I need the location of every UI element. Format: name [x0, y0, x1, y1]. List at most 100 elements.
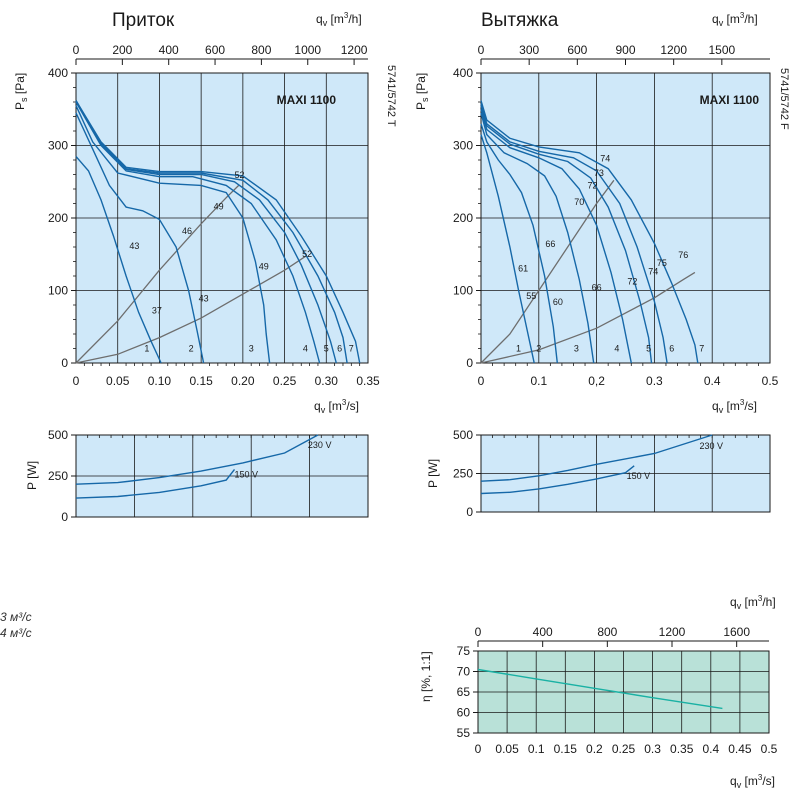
exhaust-efficiency-label: 55 — [526, 291, 536, 301]
supply-top-tick-label: 0 — [73, 43, 80, 57]
exhaust-fan-curve-1 — [480, 134, 535, 364]
supply-tick-labels: 0 0.05 0.10 0.15 0.20 0.25 0.30 0.35 0 100 200 300 4… — [48, 43, 380, 388]
supply-efficiency-label: 52 — [235, 170, 245, 180]
epow-power-curve — [480, 465, 635, 495]
epow-voltage-label: 150 V — [627, 471, 651, 481]
eff-x-tick-label: 0.3 — [644, 742, 661, 756]
supply-fan-curve-3 — [75, 105, 271, 364]
epow-y-tick-label: 250 — [453, 467, 473, 481]
eff-y-tick-label: 75 — [457, 644, 471, 658]
supply-y-tick-label: 100 — [48, 284, 68, 298]
eff-y-tick-label: 70 — [457, 665, 471, 679]
exhaust-fan-curve-6 — [480, 103, 668, 364]
supply-power-grid — [71, 434, 369, 518]
exhaust-y-tick-label: 100 — [453, 284, 473, 298]
supply-efficiency-label: 52 — [302, 249, 312, 259]
exhaust-x-tick-label: 0,2 — [588, 374, 605, 388]
supply-top-tick-label: 400 — [159, 43, 179, 57]
supply-speed-label-5: 5 — [324, 343, 329, 353]
supply-fan-curve-2 — [75, 112, 205, 364]
exhaust-y-tick-label: 0 — [466, 356, 473, 370]
eff-top-tick-label: 400 — [533, 625, 553, 639]
spow-y-tick-label: 500 — [48, 428, 68, 442]
supply-title: Приток — [112, 10, 175, 31]
exhaust-fan-curve-4 — [480, 109, 632, 364]
efficiency-y-label: η [%, 1:1] — [419, 651, 433, 702]
supply-speed-label-1: 1 — [144, 343, 149, 353]
exhaust-efficiency-label: 72 — [627, 277, 637, 287]
exhaust-y-tick-label: 300 — [453, 139, 473, 153]
exhaust-speed-label-4: 4 — [614, 343, 619, 353]
supply-speed-label-4: 4 — [303, 343, 308, 353]
supply-y-tick-label: 0 — [61, 356, 68, 370]
exhaust-top-tick-label: 300 — [519, 43, 539, 57]
exhaust-x-tick-label: 0.3 — [646, 374, 663, 388]
efficiency-curve — [477, 668, 723, 710]
exhaust-power-grid — [476, 434, 771, 513]
eff-x-tick-label: 0.25 — [612, 742, 636, 756]
supply-pressure-chart: 1 2 3 4 5 6 7 52 49 46 43 37 43 49 52 0 0.05 0.10 0.15 0.2… — [13, 10, 397, 415]
eff-x-tick-label: 0.5 — [761, 742, 778, 756]
efficiency-grid — [473, 640, 769, 734]
exhaust-system-curves — [480, 179, 696, 364]
supply-speed-label-2: 2 — [189, 343, 194, 353]
eff-x-tick-label: 0.05 — [495, 742, 519, 756]
eff-x-tick-label: 0.4 — [702, 742, 719, 756]
exhaust-fan-curve-3 — [480, 112, 595, 364]
exhaust-y-axis-label: Ps [Pa] — [414, 73, 430, 110]
spow-y-tick-label: 0 — [61, 510, 68, 524]
supply-model-label: MAXI 1100 — [277, 93, 337, 107]
efficiency-chart: 0 0.05 0.1 0.15 0.2 0.25 0.3 0.35 0.4 0.45 0.5 55 60… — [419, 594, 778, 790]
supply-fan-curve-1 — [75, 155, 162, 364]
exhaust-model-label: MAXI 1100 — [700, 93, 760, 107]
supply-y-tick-label: 200 — [48, 211, 68, 225]
supply-fan-curves — [75, 100, 361, 364]
eff-top-tick-label: 1600 — [723, 625, 750, 639]
exhaust-power-chart: 230 V 150 V 0 250 500 P [W] — [426, 428, 771, 519]
supply-power-y-label: P [W] — [25, 461, 39, 490]
exhaust-efficiency-label: 60 — [553, 297, 563, 307]
exhaust-top-tick-label: 900 — [615, 43, 635, 57]
efficiency-top-axis-label: qv [m3/h] — [730, 594, 776, 611]
exhaust-efficiency-label: 72 — [588, 180, 598, 190]
exhaust-title: Вытяжка — [481, 10, 559, 31]
exhaust-power-ticks: 0 250 500 — [453, 428, 473, 519]
exhaust-y-tick-label: 400 — [453, 66, 473, 80]
supply-power-ticks: 0 250 500 — [48, 428, 68, 524]
supply-y-tick-label: 300 — [48, 139, 68, 153]
eff-x-tick-label: 0.2 — [586, 742, 603, 756]
exhaust-x-tick-label: 0.5 — [762, 374, 779, 388]
supply-x-tick-label: 0.05 — [106, 374, 130, 388]
exhaust-speed-label-1: 1 — [516, 343, 521, 353]
supply-x-tick-label: 0.10 — [148, 374, 172, 388]
exhaust-top-tick-label: 600 — [567, 43, 587, 57]
exhaust-speed-label-6: 6 — [669, 343, 674, 353]
supply-x-tick-label: 0.30 — [315, 374, 339, 388]
supply-power-curves: 230 V 150 V — [75, 434, 331, 499]
exhaust-system-curve-1 — [480, 179, 615, 364]
supply-efficiency-label: 49 — [214, 201, 224, 211]
spow-power-curve — [75, 468, 236, 499]
exhaust-top-axis-label: qv [m3/h] — [712, 11, 758, 28]
supply-x-tick-label: 0.20 — [231, 374, 255, 388]
eff-x-tick-label: 0.45 — [728, 742, 752, 756]
exhaust-power-curves: 230 V 150 V — [480, 434, 723, 495]
spow-y-tick-label: 250 — [48, 469, 68, 483]
exhaust-efficiency-label: 73 — [594, 168, 604, 178]
exhaust-fan-curve-7 — [480, 100, 699, 364]
exhaust-speed-label-5: 5 — [646, 343, 651, 353]
supply-top-tick-label: 600 — [205, 43, 225, 57]
supply-system-curve-2 — [75, 255, 306, 364]
supply-efficiency-label: 43 — [199, 293, 209, 303]
supply-fan-curve-4 — [75, 101, 321, 364]
exhaust-x-tick-label: 0 — [478, 374, 485, 388]
exhaust-speed-label-2: 2 — [536, 343, 541, 353]
exhaust-efficiency-label: 61 — [518, 264, 528, 274]
supply-x-tick-label: 0.25 — [273, 374, 297, 388]
exhaust-efficiency-label: 74 — [600, 153, 610, 163]
supply-speed-label-3: 3 — [249, 343, 254, 353]
eff-y-tick-label: 65 — [457, 685, 471, 699]
